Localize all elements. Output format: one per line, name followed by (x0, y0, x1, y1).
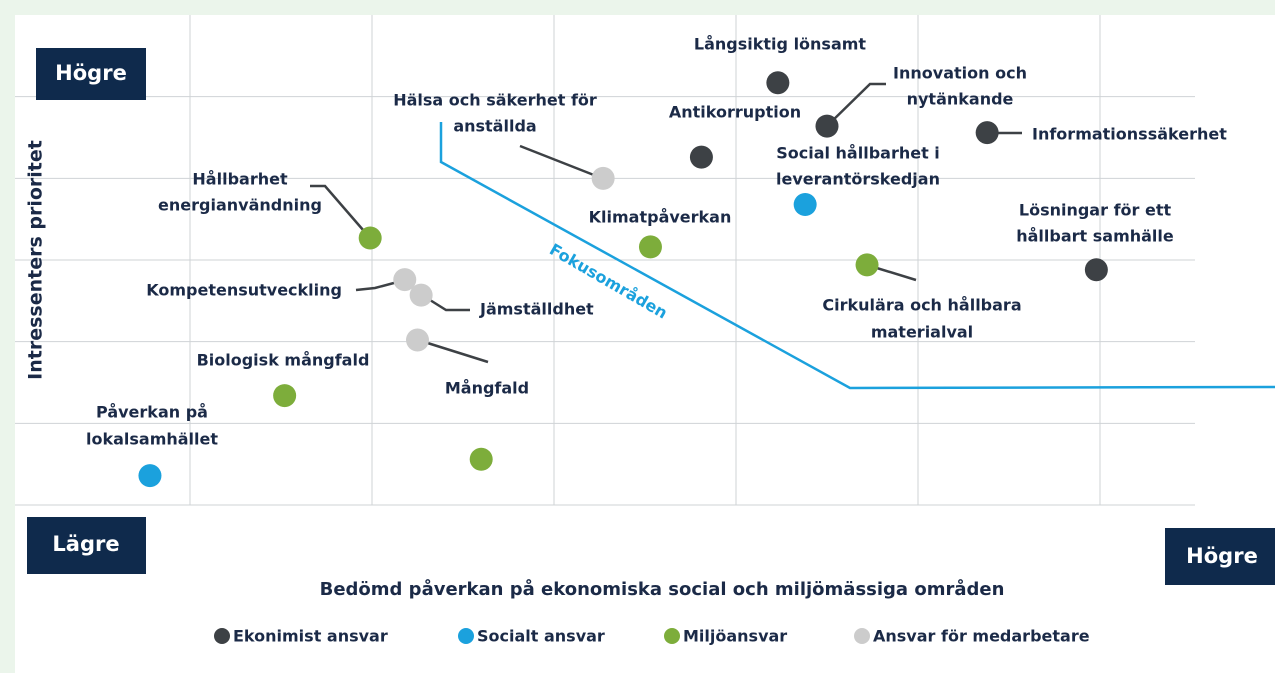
point (358, 226, 382, 250)
y-axis-label: Intressenters prioritet (25, 140, 47, 380)
legend-label: Ekonimist ansvar (233, 627, 388, 646)
legend-label: Ansvar för medarbetare (873, 627, 1090, 646)
point-label: energianvändning (158, 196, 322, 215)
point-label: anställda (453, 117, 536, 136)
point (793, 192, 817, 216)
point-label: Långsiktig lönsamt (694, 35, 867, 54)
point-label: Hållbarhet (192, 170, 288, 189)
focus-line (439, 122, 1275, 390)
point-label: nytänkande (907, 90, 1014, 109)
leader-line (826, 82, 886, 127)
point-label: Cirkulära och hållbara (822, 296, 1021, 315)
point-label: Hälsa och säkerhet för (393, 91, 597, 110)
legend-label: Miljöansvar (683, 627, 787, 646)
point (406, 328, 429, 352)
point-label: hållbart samhälle (1016, 227, 1174, 246)
legend-swatch (214, 628, 230, 644)
point (138, 464, 162, 488)
low-label: Lägre (52, 532, 119, 556)
legend-swatch (458, 628, 474, 644)
point-label: Mångfald (445, 379, 529, 398)
point-label: Lösningar för ett (1019, 201, 1172, 220)
point (815, 114, 839, 138)
y-high-box (36, 48, 146, 100)
plot-background (15, 15, 1275, 673)
legend-swatch (854, 628, 870, 644)
point (766, 71, 790, 95)
point (855, 253, 879, 277)
point-label: Innovation och (893, 64, 1027, 83)
point (393, 268, 417, 292)
point-label: Jämställdhet (479, 300, 594, 319)
point-label: Social hållbarhet i (776, 144, 940, 163)
point (689, 145, 713, 169)
point-label: Klimatpåverkan (589, 208, 732, 227)
point-label: Påverkan på (96, 403, 208, 422)
point-label: leverantörskedjan (776, 170, 940, 189)
point (975, 121, 999, 145)
legend-swatch (664, 628, 680, 644)
point (1084, 258, 1108, 282)
point (409, 283, 433, 307)
point-label: lokalsamhället (86, 430, 218, 449)
point (591, 166, 615, 190)
point-label: Biologisk mångfald (197, 351, 370, 370)
point (638, 235, 662, 259)
y-high-label: Högre (55, 61, 127, 85)
point (469, 447, 493, 471)
leader-line (519, 144, 605, 181)
x-high-box (1165, 528, 1275, 585)
leader-line (310, 184, 371, 239)
point-label: Informationssäkerhet (1032, 125, 1227, 144)
x-axis-label: Bedömd påverkan på ekonomiska social och… (320, 578, 1005, 600)
point (273, 384, 297, 408)
point-label: Antikorruption (669, 103, 801, 122)
point-label: Kompetensutveckling (146, 281, 342, 300)
x-high-label: Högre (1186, 544, 1258, 568)
legend-label: Socialt ansvar (477, 627, 605, 646)
point-label: materialval (871, 323, 973, 342)
low-box (27, 517, 146, 574)
leader-line (417, 338, 489, 364)
